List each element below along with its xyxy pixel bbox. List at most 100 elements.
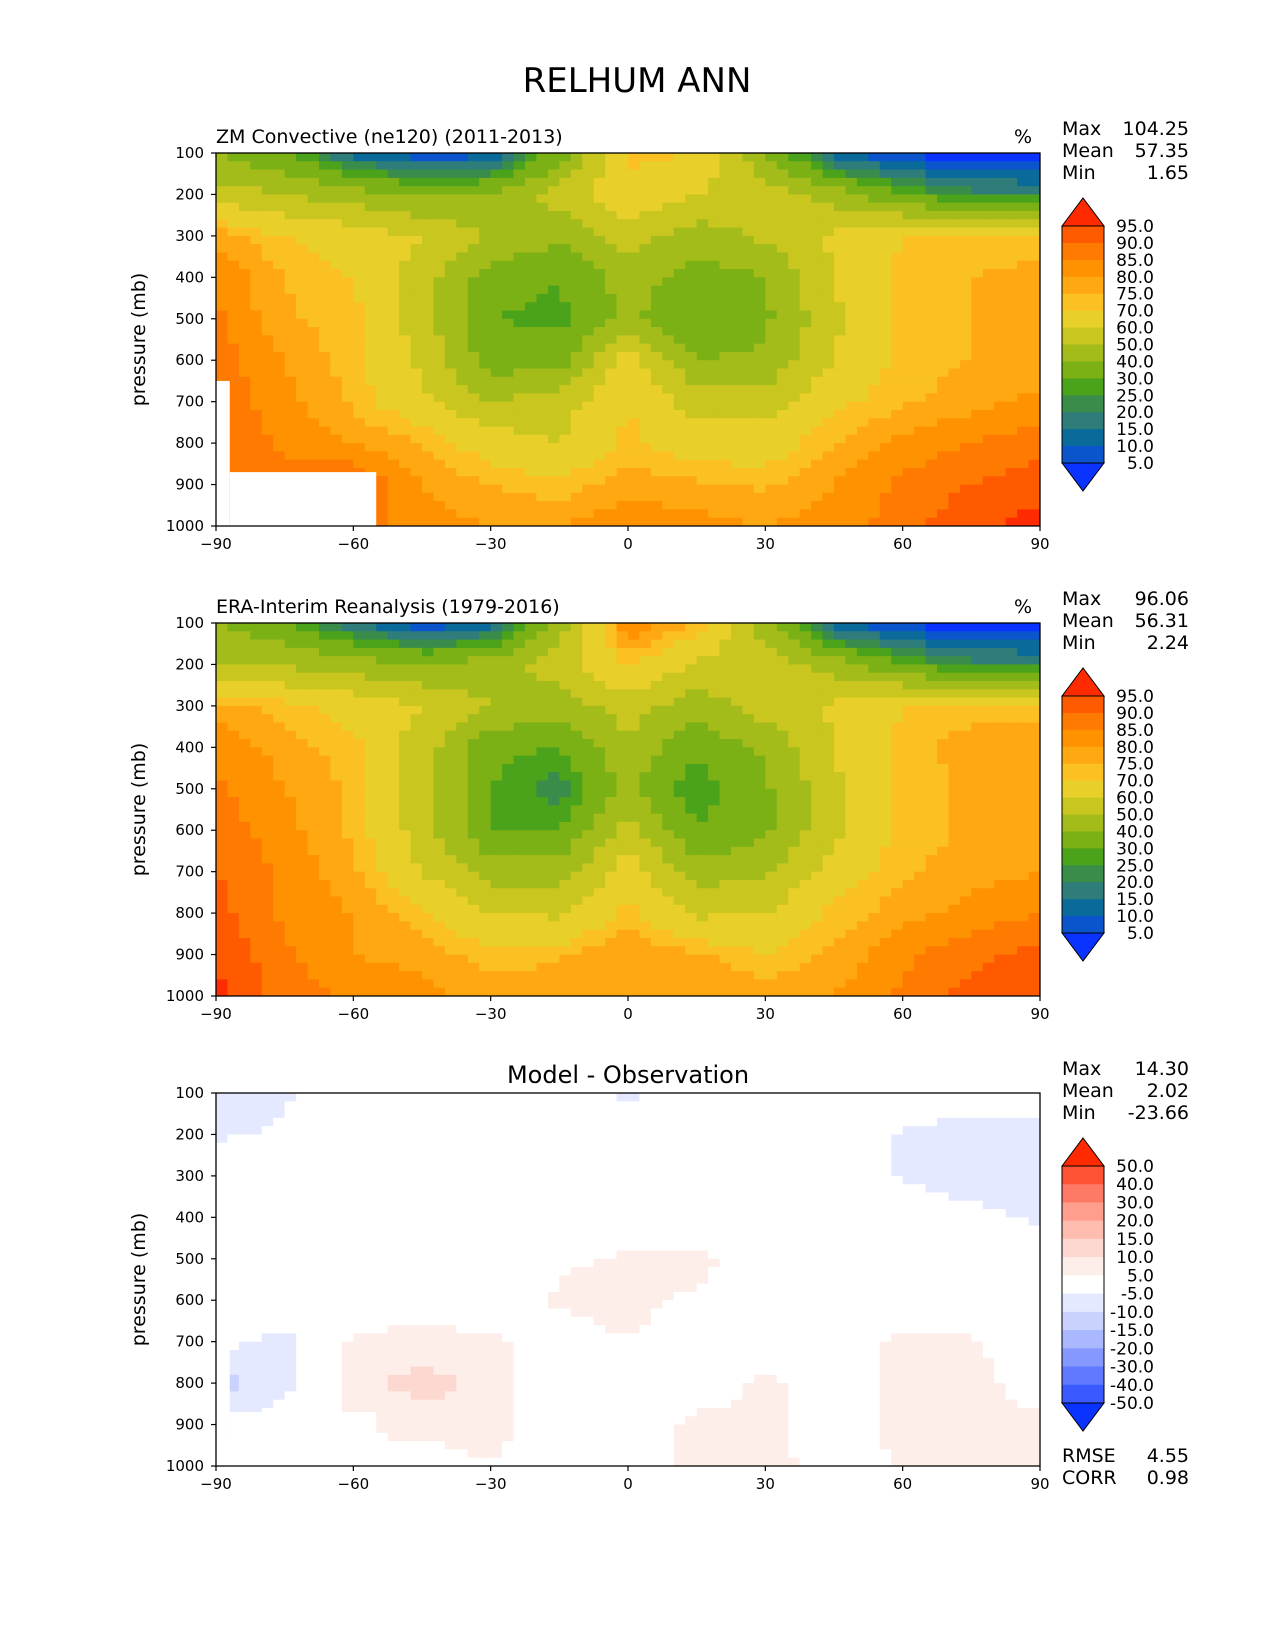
contour-cell bbox=[387, 780, 400, 790]
contour-cell bbox=[948, 476, 961, 486]
contour-cell bbox=[261, 219, 274, 229]
contour-cell bbox=[914, 664, 927, 674]
contour-cell bbox=[261, 426, 274, 436]
contour-cell bbox=[490, 376, 503, 386]
contour-cell bbox=[673, 639, 686, 649]
contour-cell bbox=[467, 747, 480, 757]
contour-cell bbox=[1005, 211, 1018, 220]
contour-cell bbox=[822, 376, 835, 386]
contour-cell bbox=[433, 376, 446, 386]
contour-cell bbox=[971, 509, 984, 519]
contour-cell bbox=[788, 277, 801, 287]
contour-cell bbox=[971, 755, 984, 765]
contour-cell bbox=[547, 211, 560, 220]
contour-cell bbox=[776, 647, 789, 657]
contour-cell bbox=[742, 443, 755, 452]
contour-cell bbox=[834, 418, 847, 428]
contour-cell bbox=[982, 747, 995, 757]
contour-cell bbox=[261, 697, 274, 707]
contour-cell bbox=[456, 689, 469, 699]
contour-cell bbox=[753, 434, 766, 444]
contour-cell bbox=[261, 705, 274, 715]
contour-cell bbox=[238, 393, 251, 403]
contour-cell bbox=[261, 376, 274, 386]
contour-cell bbox=[605, 418, 618, 428]
contour-cell bbox=[628, 351, 641, 361]
contour-cell bbox=[696, 335, 709, 345]
contour-cell bbox=[731, 730, 744, 740]
contour-cell bbox=[982, 501, 995, 511]
contour-cell bbox=[719, 153, 732, 162]
contour-cell bbox=[582, 285, 595, 295]
contour-cell bbox=[444, 335, 457, 345]
contour-cell bbox=[1017, 194, 1030, 204]
contour-cell bbox=[513, 722, 526, 732]
contour-cell bbox=[856, 376, 869, 386]
contour-cell bbox=[559, 269, 572, 278]
contour-cell bbox=[696, 689, 709, 699]
contour-cell bbox=[353, 739, 366, 748]
contour-cell bbox=[261, 788, 274, 798]
colorbar-swatch bbox=[1062, 226, 1104, 244]
contour-cell bbox=[536, 459, 549, 469]
contour-cell bbox=[307, 260, 320, 270]
contour-cell bbox=[856, 517, 869, 526]
contour-cell bbox=[731, 763, 744, 773]
contour-cell bbox=[296, 161, 309, 171]
contour-cell bbox=[719, 517, 732, 526]
contour-cell bbox=[776, 401, 789, 411]
contour-cell bbox=[319, 318, 332, 328]
contour-cell bbox=[502, 318, 515, 328]
contour-cell bbox=[994, 252, 1007, 262]
contour-cell bbox=[856, 672, 869, 682]
contour-cell bbox=[982, 722, 995, 732]
contour-cell bbox=[216, 269, 229, 278]
contour-cell bbox=[273, 269, 286, 278]
contour-cell bbox=[216, 327, 229, 336]
contour-cell bbox=[971, 672, 984, 682]
contour-cell bbox=[753, 161, 766, 171]
contour-cell bbox=[845, 194, 858, 204]
contour-cell bbox=[216, 194, 229, 204]
contour-cell bbox=[696, 730, 709, 740]
contour-cell bbox=[868, 443, 881, 452]
contour-cell bbox=[753, 169, 766, 179]
contour-cell bbox=[1028, 202, 1040, 212]
contour-cell bbox=[799, 302, 812, 312]
contour-cell bbox=[216, 780, 229, 790]
contour-cell bbox=[971, 772, 984, 782]
contour-cell bbox=[1017, 747, 1030, 757]
contour-cell bbox=[845, 705, 858, 715]
contour-cell bbox=[502, 227, 515, 237]
contour-cell bbox=[696, 647, 709, 657]
contour-cell bbox=[845, 244, 858, 254]
contour-cell bbox=[410, 244, 423, 254]
contour-cell bbox=[410, 689, 423, 699]
contour-cell bbox=[238, 169, 251, 179]
contour-cell bbox=[811, 434, 824, 444]
contour-cell bbox=[444, 393, 457, 403]
contour-cell bbox=[536, 418, 549, 428]
contour-cell bbox=[879, 689, 892, 699]
contour-cell bbox=[845, 689, 858, 699]
contour-cell bbox=[628, 492, 641, 502]
contour-cell bbox=[685, 656, 698, 666]
contour-cell bbox=[753, 376, 766, 386]
contour-cell bbox=[742, 393, 755, 403]
contour-cell bbox=[330, 623, 343, 632]
contour-cell bbox=[238, 697, 251, 707]
contour-cell bbox=[227, 211, 240, 220]
contour-cell bbox=[341, 277, 354, 287]
contour-cell bbox=[307, 797, 320, 806]
contour-cell bbox=[937, 747, 950, 757]
contour-cell bbox=[593, 285, 606, 295]
contour-cell bbox=[685, 235, 698, 245]
contour-cell bbox=[296, 722, 309, 732]
contour-cell bbox=[559, 351, 572, 361]
contour-cell bbox=[925, 697, 938, 707]
contour-cell bbox=[719, 186, 732, 196]
contour-cell bbox=[605, 459, 618, 469]
contour-cell bbox=[422, 772, 435, 782]
contour-cell bbox=[490, 202, 503, 212]
contour-cell bbox=[467, 194, 480, 204]
